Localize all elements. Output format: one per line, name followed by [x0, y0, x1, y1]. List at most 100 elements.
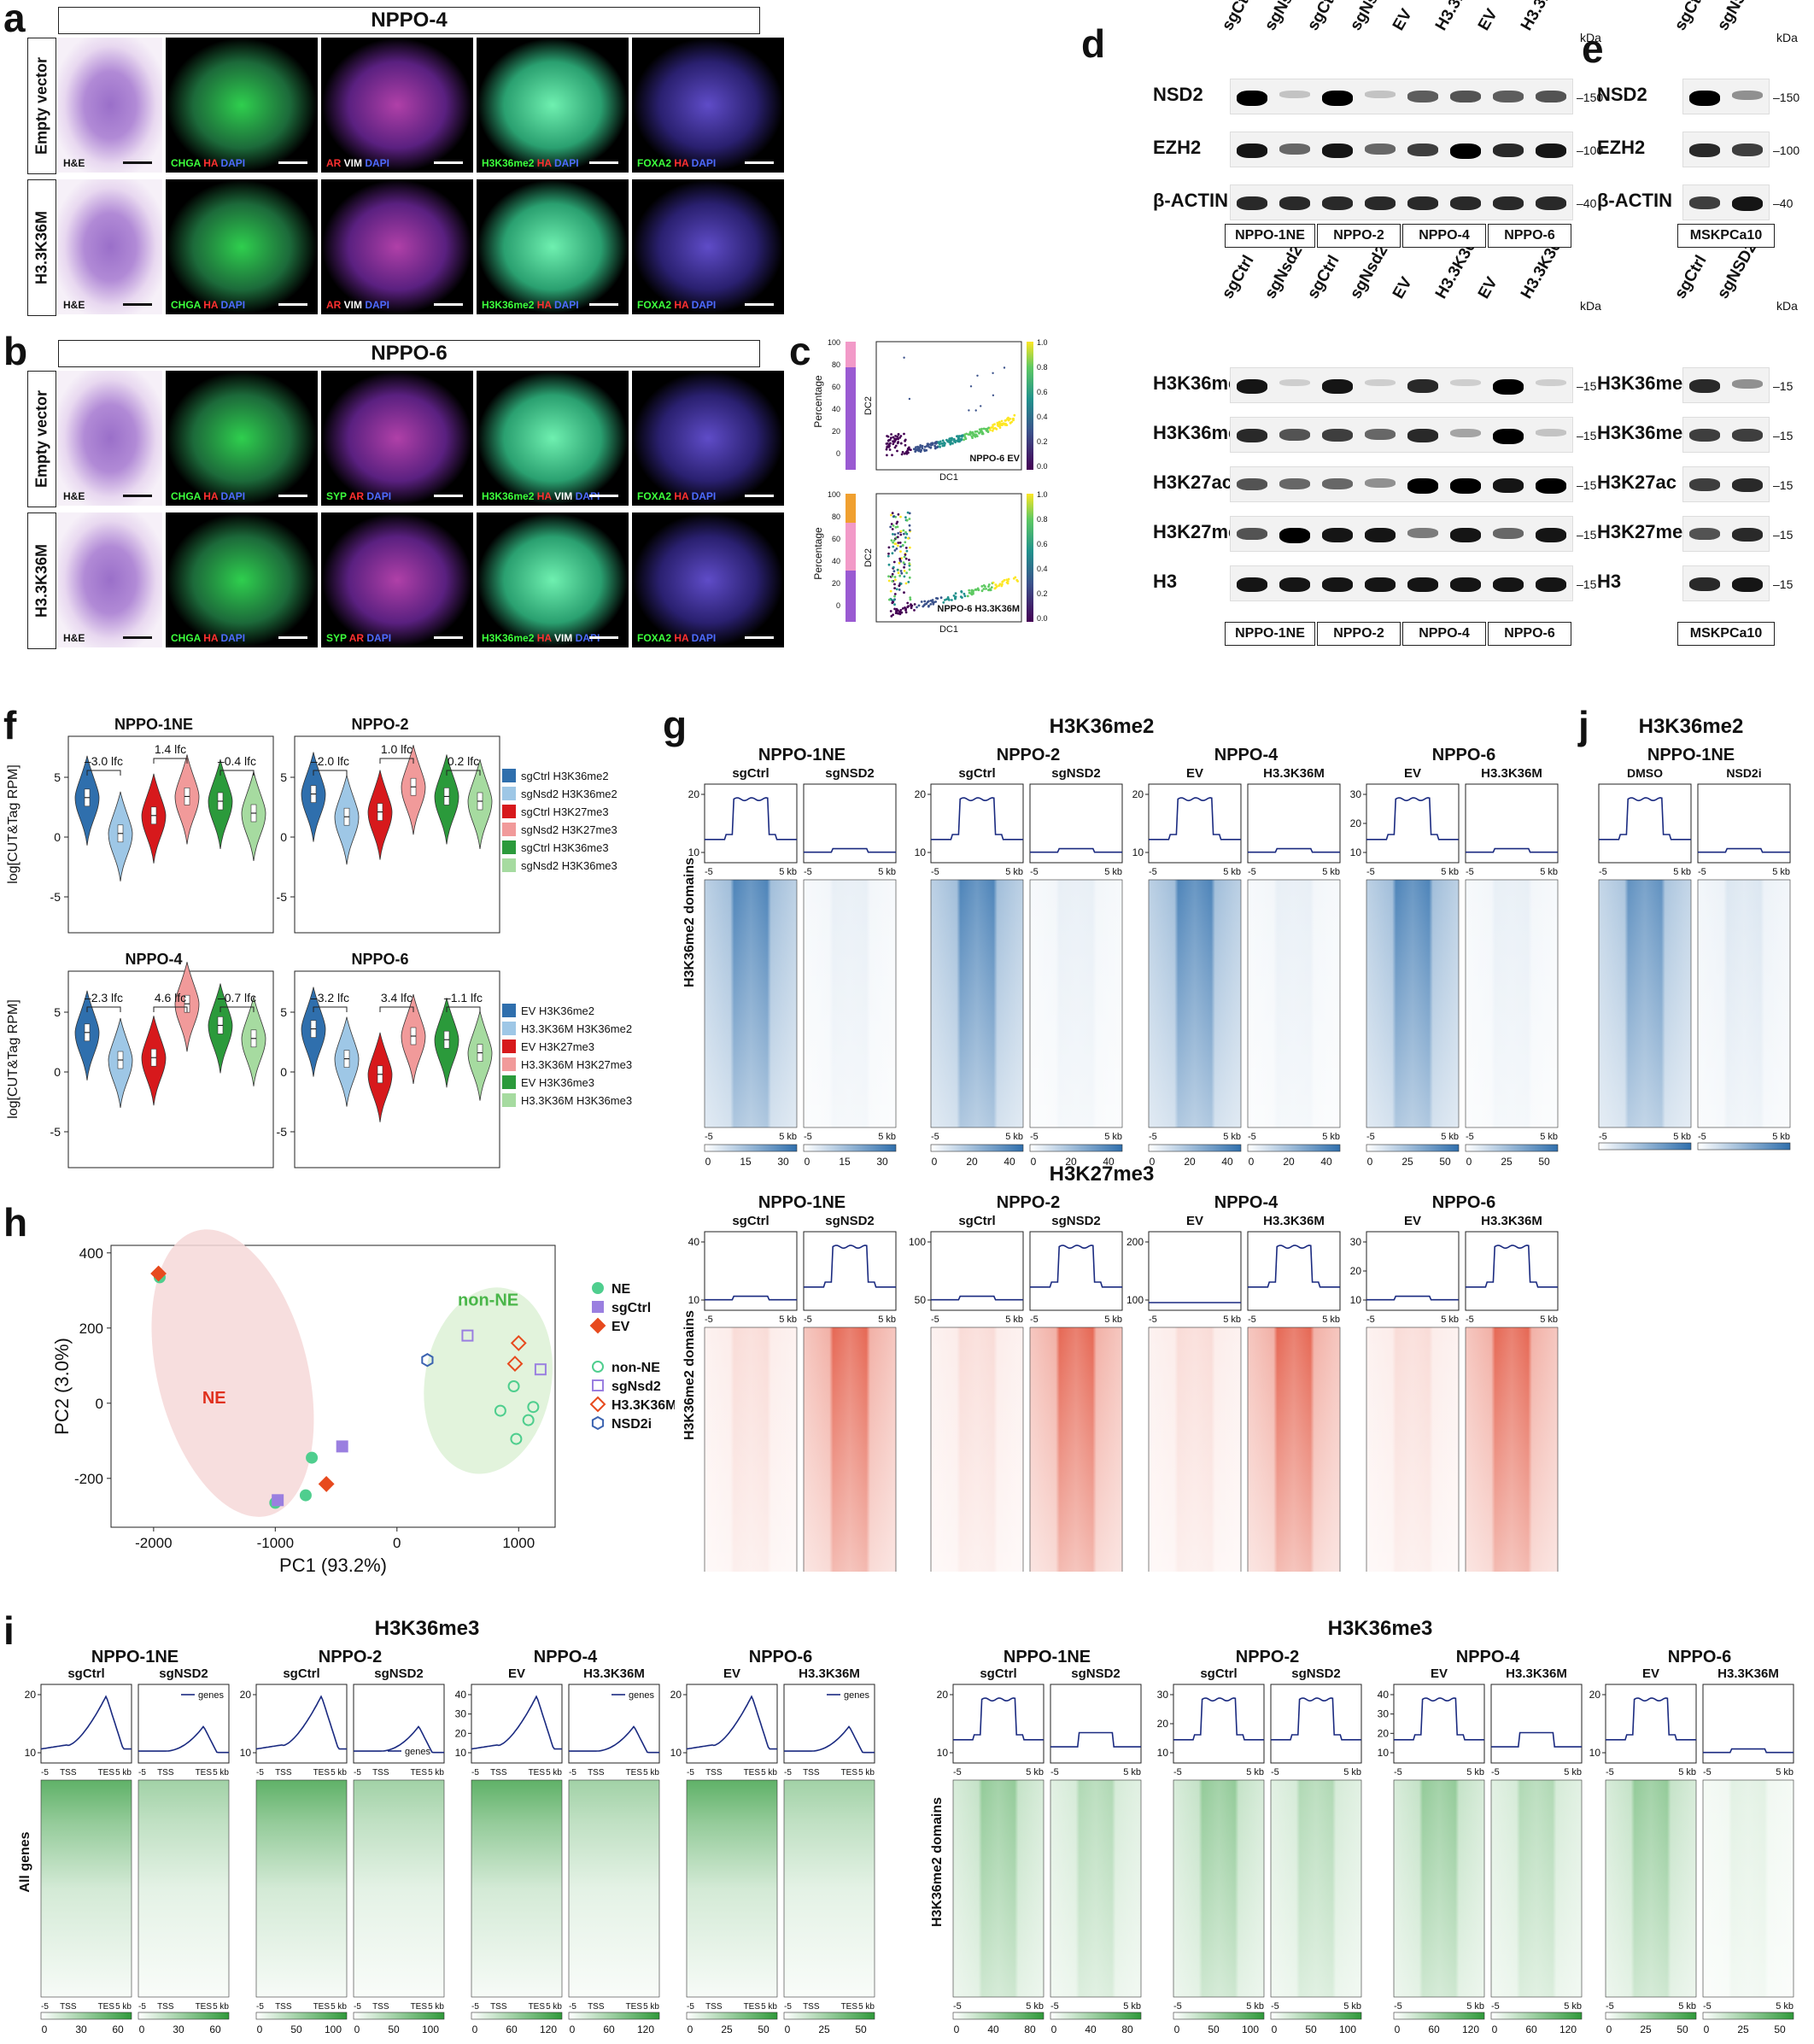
colorbar: [1027, 342, 1033, 470]
g-condition: sgNSD2: [1051, 1214, 1101, 1228]
immunofluorescence-image: FOXA2 HA DAPI: [632, 179, 784, 314]
axis-right: 5 kb: [1322, 1132, 1340, 1142]
cell-point: [894, 435, 897, 437]
cell-point: [898, 612, 902, 616]
mw-marker: –150: [1773, 91, 1800, 104]
dc2-label: DC2: [863, 548, 874, 567]
cell-point: [893, 576, 897, 578]
cell-point: [1012, 419, 1015, 422]
colorbar-tick: 0: [1704, 2024, 1710, 2035]
axis-right: 5 kb: [1104, 1315, 1122, 1325]
scale-bar: [434, 161, 463, 164]
lane-header: EV: [1474, 274, 1501, 302]
colorbar-tick: 40: [1320, 1156, 1332, 1168]
stain-caption-word: HA: [536, 299, 554, 311]
cell-point: [951, 438, 953, 442]
i2-condition: H3.3K36M: [1717, 1666, 1779, 1681]
cell-point: [908, 529, 911, 532]
profile-line: [804, 1245, 896, 1288]
g-condition: EV: [1404, 766, 1421, 781]
panel-label-f: f: [3, 703, 17, 747]
immunofluorescence-image: SYP AR DAPI: [321, 371, 473, 506]
percentage-bar-segment: [846, 523, 856, 571]
profile-line: [354, 1725, 444, 1754]
scale-bar: [745, 495, 774, 497]
blot-band: [1536, 91, 1566, 102]
stain-caption-word: SYP: [326, 632, 349, 644]
immunofluorescence-image: CHGA HA DAPI: [166, 179, 318, 314]
colorbar-tick: 0: [570, 2024, 576, 2035]
colorbar-tick: 120: [1559, 2024, 1577, 2035]
scale-bar: [745, 161, 774, 164]
profile-frame: [1148, 783, 1242, 864]
blot-band: [1279, 196, 1310, 210]
legend-text: sgNsd2 H3K36me2: [521, 788, 617, 800]
pca-point-ne: [306, 1451, 319, 1464]
blot-band: [1536, 528, 1566, 542]
profile-frame: [1029, 783, 1123, 864]
stain-caption-word: CHGA: [171, 299, 204, 311]
stain-caption-word: DAPI: [220, 157, 246, 169]
axis-left: -5: [1173, 2001, 1182, 2012]
cell-point: [963, 592, 966, 595]
colorbar-tick: 0: [705, 1156, 711, 1168]
cell-point: [907, 536, 910, 540]
blot-band: [1732, 91, 1763, 100]
i-axis-tick: -5: [471, 2002, 479, 2012]
cell-point: [887, 552, 890, 555]
profile-plot: 30 20 10: [1350, 783, 1460, 864]
cell-point: [933, 600, 935, 604]
cell-point: [912, 448, 916, 451]
heat-fade: [1248, 1327, 1340, 1575]
profile-plot: 40 30 20 10: [1378, 1684, 1485, 1764]
blot-band: [1237, 528, 1267, 540]
colorbar-tick: 15: [839, 1156, 851, 1168]
percentage-tick: 40: [832, 405, 840, 413]
cell-point: [963, 436, 967, 439]
lane-header: sgNSD2: [1713, 238, 1761, 302]
cell-point: [987, 585, 990, 589]
profile-line: [705, 1295, 797, 1301]
colorbar-tick: 30: [75, 2024, 87, 2035]
heat-frame: [1598, 879, 1692, 1128]
colorbar-tick: 0: [1272, 2024, 1278, 2035]
profile-plot: 40 10: [688, 1231, 798, 1311]
i-axis-tick: TSS: [490, 1768, 507, 1778]
panel-a-title: NPPO-4: [58, 7, 760, 34]
cell-point: [942, 601, 945, 604]
blot-row-label: NSD2: [1153, 84, 1203, 105]
axis-left: -5: [804, 1132, 812, 1142]
i-axis-tick: 5 kb: [761, 2002, 777, 2012]
axis-right: 5 kb: [1343, 2001, 1361, 2012]
cell-point: [982, 427, 986, 430]
g-model-title: NPPO-4: [1214, 746, 1279, 764]
cell-point: [1004, 419, 1007, 422]
blot-band: [1279, 429, 1310, 441]
cell-point: [904, 530, 907, 534]
cell-point: [908, 576, 911, 579]
cell-point: [929, 446, 933, 449]
colorbar-tick: 50: [1676, 2024, 1688, 2035]
axis-left: -5: [804, 867, 812, 877]
colorbar: [1697, 1142, 1791, 1151]
cell-point: [994, 587, 997, 589]
row-label-text: Empty vector: [32, 389, 50, 489]
i-axis-tick: 5 kb: [428, 1768, 444, 1778]
cell-point: [921, 444, 924, 448]
violin-frame: [294, 735, 500, 934]
stain-caption: H3K36me2 HA VIM DAPI: [482, 632, 600, 644]
profile-line: [1173, 1697, 1264, 1741]
i-axis-tick: TSS: [275, 2002, 292, 2012]
cell-point: [1001, 424, 1004, 426]
blot-band: [1365, 91, 1396, 98]
i-axis-tick: 5 kb: [643, 1768, 659, 1778]
blot-band: [1237, 143, 1267, 158]
axis-left: -5: [1271, 2001, 1279, 2012]
cell-point: [898, 557, 902, 560]
panel-label-h: h: [3, 1200, 28, 1245]
blot-band: [1322, 577, 1353, 592]
colorbar-tick: 60: [209, 2024, 221, 2035]
i-axis-tick: TES: [98, 1768, 115, 1778]
stain-caption: CHGA HA DAPI: [171, 490, 245, 502]
